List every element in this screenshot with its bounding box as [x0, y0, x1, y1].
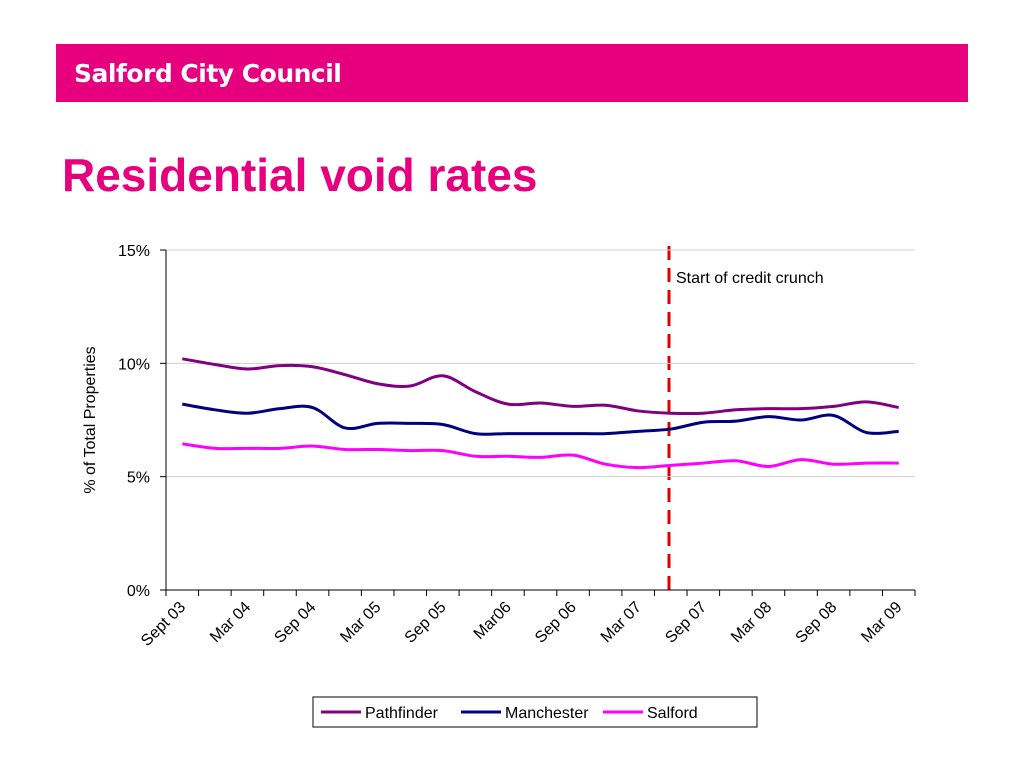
y-tick-label: 5% [127, 470, 150, 487]
y-axis-label: % of Total Properties [82, 346, 99, 493]
line [182, 442, 899, 470]
line [182, 357, 899, 416]
x-tick-label: Mar 08 [728, 599, 775, 646]
banner-title: Salford City Council [74, 59, 342, 88]
x-tick-label: Sep 06 [532, 599, 580, 647]
x-tick-label: Sep 08 [793, 599, 841, 647]
annotation: Start of credit crunch [676, 270, 824, 287]
legend-label: Manchester [505, 705, 589, 722]
legend-label: Salford [647, 705, 698, 722]
chart-title: Residential void rates [62, 149, 538, 201]
x-tick-label: Mar 09 [858, 599, 905, 646]
y-tick-label: 15% [118, 243, 150, 260]
banner: Salford City Council [56, 44, 968, 102]
x-tick-label: Sept 03 [138, 599, 189, 650]
y-tick-label: 10% [118, 356, 150, 373]
x-tick-label: Sep 04 [271, 599, 319, 647]
x-tick-label: Mar06 [471, 599, 515, 643]
legend-box [312, 696, 758, 728]
legend-label: Pathfinder [365, 705, 439, 722]
line [182, 402, 899, 436]
x-tick-label: Sep 05 [402, 599, 450, 647]
x-tick-label: Sep 07 [662, 599, 710, 647]
x-tick-label: Mar 04 [207, 599, 254, 646]
y-tick-label: 0% [127, 583, 150, 600]
x-tick-label: Mar 07 [598, 599, 645, 646]
x-tick-label: Mar 05 [337, 599, 384, 646]
